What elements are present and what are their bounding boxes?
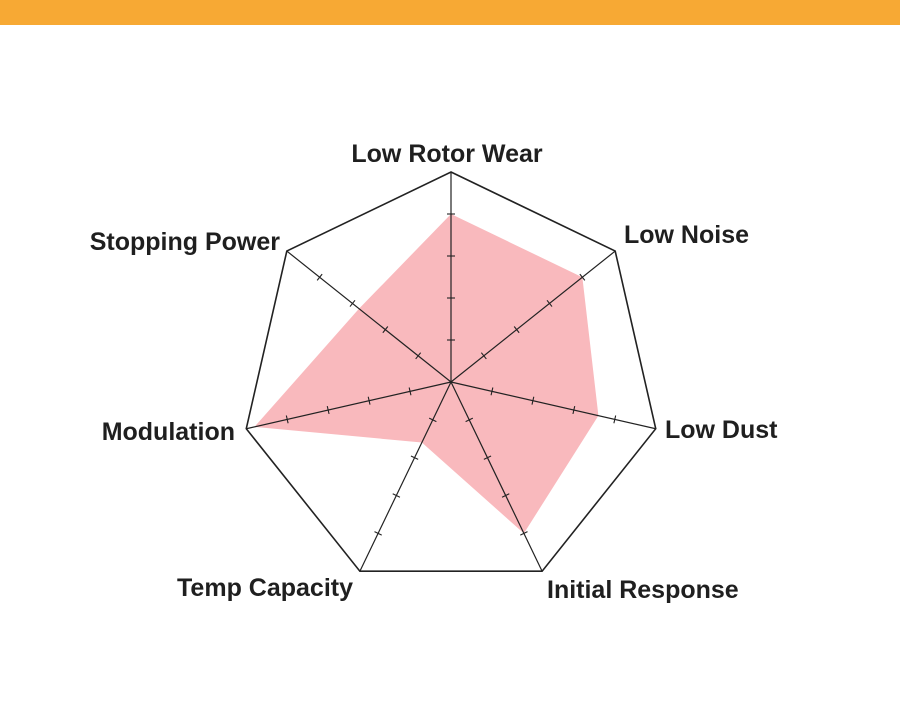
tick-low-dust-3 bbox=[572, 406, 576, 415]
tick-low-dust-4 bbox=[613, 415, 617, 424]
tick-modulation-4 bbox=[285, 415, 289, 424]
axis-label-initial-response: Initial Response bbox=[547, 576, 739, 604]
data-area bbox=[254, 214, 599, 534]
tick-initial-response-2 bbox=[483, 455, 492, 460]
tick-stopping-power-4 bbox=[316, 273, 323, 281]
area-layer bbox=[254, 214, 599, 534]
tick-temp-capacity-3 bbox=[392, 493, 401, 498]
tick-modulation-2 bbox=[367, 396, 371, 405]
tick-low-noise-4 bbox=[579, 273, 586, 281]
axis-label-low-noise: Low Noise bbox=[624, 221, 749, 249]
tick-temp-capacity-4 bbox=[374, 531, 382, 536]
spoke-modulation bbox=[246, 381, 452, 430]
tick-low-noise-1 bbox=[480, 352, 487, 360]
top-accent-band bbox=[0, 0, 900, 25]
tick-modulation-3 bbox=[326, 406, 330, 415]
tick-initial-response-3 bbox=[501, 493, 510, 498]
spoke-low-noise bbox=[450, 250, 616, 383]
axis-label-modulation: Modulation bbox=[102, 418, 235, 446]
tick-low-noise-2 bbox=[513, 326, 520, 334]
tick-temp-capacity-2 bbox=[410, 455, 419, 460]
spoke-temp-capacity bbox=[359, 381, 452, 572]
tick-stopping-power-1 bbox=[415, 352, 422, 360]
grid-layer bbox=[245, 171, 657, 573]
label-layer: Low Rotor Wear Low Noise Low Dust Initial R… bbox=[90, 140, 778, 604]
spoke-initial-response bbox=[450, 381, 543, 572]
axis-label-temp-capacity: Temp Capacity bbox=[177, 574, 353, 602]
tick-modulation-1 bbox=[408, 387, 412, 396]
tick-initial-response-1 bbox=[465, 417, 474, 423]
spoke-stopping-power bbox=[286, 250, 452, 383]
tick-temp-capacity-1 bbox=[428, 417, 437, 423]
tick-low-noise-3 bbox=[546, 299, 553, 307]
tick-stopping-power-3 bbox=[349, 299, 356, 307]
tick-low-dust-1 bbox=[490, 387, 494, 396]
spoke-low-dust bbox=[450, 381, 656, 430]
tick-stopping-power-2 bbox=[382, 326, 389, 334]
outer-polygon bbox=[245, 171, 657, 573]
axis-label-low-rotor-wear: Low Rotor Wear bbox=[351, 140, 542, 168]
tick-initial-response-4 bbox=[520, 531, 528, 536]
axis-label-low-dust: Low Dust bbox=[665, 416, 778, 444]
axis-label-stopping-power: Stopping Power bbox=[90, 228, 281, 256]
tick-low-dust-2 bbox=[531, 396, 535, 405]
